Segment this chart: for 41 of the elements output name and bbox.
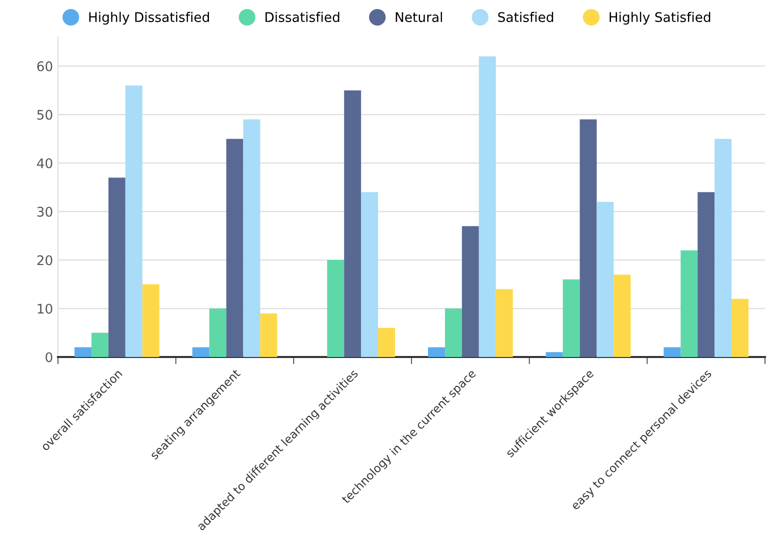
bar — [562, 279, 580, 357]
bar — [327, 260, 344, 357]
legend-label: Highly Satisfied — [610, 12, 710, 25]
y-tick-label: 10 — [38, 304, 52, 314]
y-tick-label: 60 — [37, 61, 52, 72]
bar — [192, 347, 210, 357]
bar — [74, 347, 92, 357]
bar — [698, 192, 715, 357]
y-tick-label: 30 — [37, 206, 52, 217]
legend-label: Dissatisfied — [266, 12, 340, 22]
bar — [478, 56, 496, 357]
bar — [614, 274, 631, 357]
legend-label: Highly Dissatisfied — [89, 12, 209, 25]
y-tick-label: 40 — [36, 158, 52, 168]
bar — [243, 119, 260, 357]
bar — [596, 202, 614, 357]
bar — [462, 226, 479, 357]
bar — [732, 298, 749, 357]
bar — [496, 289, 513, 357]
bar — [444, 308, 462, 357]
bar — [361, 192, 378, 357]
bar — [664, 347, 681, 357]
bar — [428, 347, 445, 357]
legend-label: Netural — [396, 12, 442, 22]
bar — [580, 119, 597, 357]
bar — [714, 138, 732, 357]
bar — [378, 328, 396, 357]
bar — [260, 313, 278, 357]
bar — [108, 178, 126, 357]
bar — [226, 138, 244, 357]
bar — [546, 352, 563, 357]
bar — [680, 250, 698, 357]
y-tick-label: 20 — [37, 255, 52, 266]
bar — [209, 308, 226, 357]
y-tick-label: 50 — [37, 110, 52, 120]
bar — [91, 332, 108, 357]
legend-label: Satisfied — [498, 12, 554, 22]
bar — [142, 284, 160, 357]
bar — [125, 85, 142, 357]
y-tick-label: 0 — [46, 352, 52, 362]
bar — [344, 90, 362, 357]
